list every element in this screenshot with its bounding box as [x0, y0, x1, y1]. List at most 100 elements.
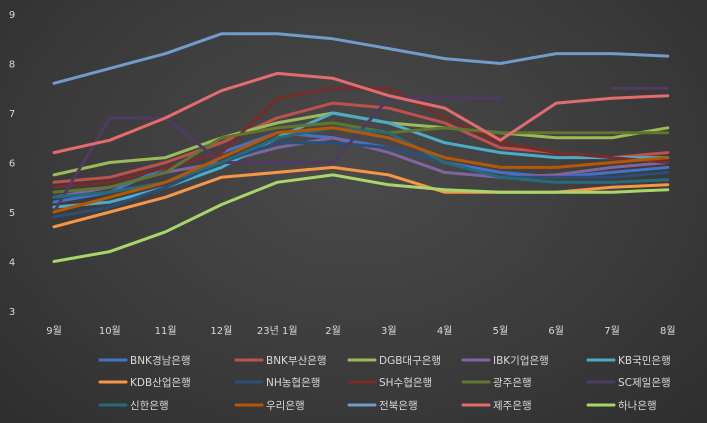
data-point — [52, 210, 56, 214]
x-tick-label: 7월 — [604, 325, 620, 337]
x-tick-label: 10월 — [99, 325, 121, 337]
y-tick-label: 7 — [9, 109, 15, 120]
data-point — [108, 181, 112, 184]
data-point — [108, 210, 112, 214]
data-point — [52, 151, 56, 154]
data-point — [555, 101, 558, 105]
data-point — [666, 183, 669, 186]
data-point — [164, 166, 167, 169]
data-point — [164, 156, 167, 159]
data-point — [220, 136, 223, 139]
legend-item: SC제일은행 — [586, 376, 671, 389]
legend-label: 제주은행 — [493, 400, 532, 412]
data-point — [387, 94, 390, 97]
data-point — [164, 116, 167, 120]
data-point — [108, 186, 112, 189]
data-point — [443, 121, 446, 125]
y-tick-label: 8 — [9, 60, 15, 71]
y-tick-label: 9 — [9, 10, 15, 21]
data-point — [443, 141, 446, 144]
data-point — [164, 186, 167, 189]
legend-item: BNK부산은행 — [234, 355, 327, 367]
data-point — [52, 200, 56, 204]
legend-label: BNK경남은행 — [130, 354, 191, 367]
x-tick-label: 12월 — [210, 325, 232, 337]
series-line — [52, 141, 670, 219]
data-point — [666, 151, 669, 154]
data-point — [108, 139, 112, 142]
data-point — [276, 161, 279, 164]
series-line — [52, 32, 670, 85]
data-point — [108, 200, 112, 204]
data-point — [555, 176, 558, 179]
data-point — [331, 126, 335, 129]
y-tick-label: 3 — [9, 307, 15, 318]
x-tick-label: 9월 — [46, 325, 62, 337]
data-point — [443, 106, 446, 110]
x-tick-label: 4월 — [437, 325, 453, 337]
data-point — [499, 97, 502, 100]
data-point — [499, 141, 502, 144]
data-point — [387, 183, 390, 186]
legend-item: KB국민은행 — [586, 355, 671, 367]
legend-label: SH수협은행 — [379, 376, 432, 389]
data-point — [331, 166, 335, 169]
data-point — [443, 97, 446, 100]
legend-label: KB국민은행 — [618, 355, 671, 367]
legend-label: BNK부산은행 — [266, 355, 327, 367]
y-axis: 3 4 5 6 7 8 9 — [9, 10, 15, 318]
data-point — [331, 101, 335, 105]
x-tick-label: 8월 — [660, 325, 676, 337]
data-point — [108, 250, 112, 253]
data-point — [220, 166, 223, 169]
data-point — [164, 181, 167, 184]
data-point — [443, 156, 446, 159]
data-point — [666, 156, 669, 159]
data-point — [276, 32, 279, 35]
data-point — [52, 181, 56, 184]
data-point — [666, 131, 669, 134]
data-point — [331, 87, 335, 90]
data-point — [52, 225, 56, 228]
series-14 — [52, 71, 670, 155]
legend-label: 하나은행 — [618, 399, 657, 412]
legend-item: 광주은행 — [461, 377, 532, 389]
legend-item: 제주은행 — [461, 400, 532, 412]
legend-item: IBK기업은행 — [461, 354, 549, 367]
x-tick-label: 6월 — [548, 325, 564, 337]
data-point — [108, 176, 112, 179]
data-point — [555, 131, 558, 134]
data-point — [555, 52, 558, 55]
legend-label: KDB산업은행 — [130, 376, 191, 389]
data-point — [164, 52, 167, 55]
data-point — [387, 97, 390, 100]
data-point — [387, 136, 390, 139]
data-point — [499, 146, 502, 149]
x-tick-label: 23년 1월 — [257, 325, 298, 337]
data-point — [220, 151, 223, 154]
data-point — [443, 161, 446, 164]
data-point — [276, 121, 279, 125]
data-point — [387, 173, 390, 177]
data-point — [499, 166, 502, 169]
data-point — [666, 166, 669, 169]
data-point — [555, 173, 558, 177]
legend-label: 우리은행 — [266, 400, 305, 412]
data-point — [666, 126, 669, 129]
data-point — [108, 205, 112, 209]
data-point — [331, 136, 335, 139]
data-point — [276, 131, 279, 134]
data-point — [276, 97, 279, 100]
data-point — [443, 188, 446, 191]
data-point — [387, 87, 390, 90]
data-point — [52, 260, 56, 263]
data-point — [164, 196, 167, 199]
legend: BNK경남은행 BNK부산은행 DGB대구은행 IBK기업은행 KB국민은행 KDB산업은… — [98, 354, 671, 412]
data-point — [276, 146, 279, 149]
y-tick-label: 6 — [9, 159, 15, 170]
data-point — [610, 186, 614, 189]
data-point — [52, 191, 56, 194]
series-layer — [52, 32, 670, 263]
data-point — [220, 32, 223, 35]
legend-item: SH수협은행 — [347, 376, 432, 389]
